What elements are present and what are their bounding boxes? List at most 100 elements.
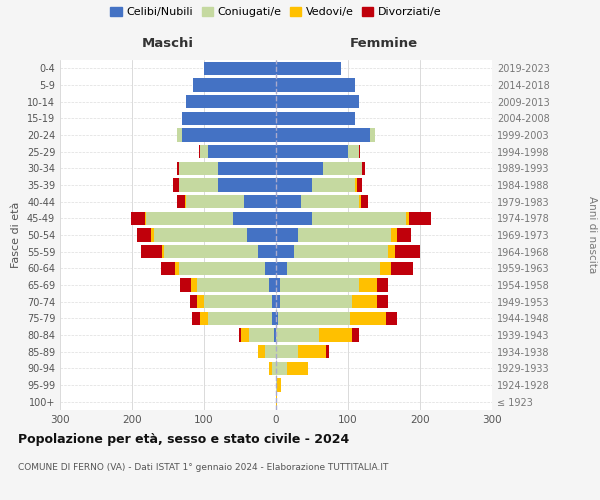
- Bar: [269, 278, 276, 291]
- Bar: [377, 278, 388, 291]
- Bar: [131, 212, 145, 225]
- Bar: [298, 228, 391, 241]
- Bar: [276, 212, 312, 225]
- Bar: [278, 312, 350, 325]
- Bar: [276, 378, 277, 392]
- Bar: [179, 262, 265, 275]
- Bar: [359, 195, 361, 208]
- Bar: [137, 228, 151, 241]
- Bar: [388, 245, 395, 258]
- Bar: [276, 295, 280, 308]
- Bar: [362, 162, 365, 175]
- Bar: [276, 395, 277, 408]
- Bar: [162, 245, 164, 258]
- Bar: [146, 212, 233, 225]
- Bar: [199, 145, 200, 158]
- Bar: [193, 78, 276, 92]
- Bar: [361, 195, 368, 208]
- Bar: [178, 195, 185, 208]
- Bar: [356, 178, 362, 192]
- Bar: [276, 78, 355, 92]
- Bar: [186, 195, 244, 208]
- Bar: [348, 145, 359, 158]
- Bar: [204, 62, 276, 75]
- Bar: [182, 128, 276, 141]
- Legend: Celibi/Nubili, Coniugati/e, Vedovi/e, Divorziati/e: Celibi/Nubili, Coniugati/e, Vedovi/e, Di…: [106, 2, 446, 22]
- Bar: [186, 95, 276, 108]
- Text: COMUNE DI FERNO (VA) - Dati ISTAT 1° gennaio 2024 - Elaborazione TUTTITALIA.IT: COMUNE DI FERNO (VA) - Dati ISTAT 1° gen…: [18, 462, 388, 471]
- Bar: [258, 345, 265, 358]
- Bar: [276, 145, 348, 158]
- Bar: [208, 145, 276, 158]
- Bar: [380, 262, 391, 275]
- Bar: [280, 278, 359, 291]
- Bar: [276, 328, 319, 342]
- Bar: [269, 362, 272, 375]
- Bar: [312, 178, 355, 192]
- Bar: [391, 228, 397, 241]
- Bar: [241, 328, 248, 342]
- Bar: [276, 345, 298, 358]
- Bar: [312, 212, 406, 225]
- Bar: [244, 195, 276, 208]
- Bar: [326, 345, 329, 358]
- Bar: [247, 228, 276, 241]
- Bar: [192, 312, 200, 325]
- Bar: [182, 112, 276, 125]
- Bar: [200, 312, 208, 325]
- Bar: [272, 295, 276, 308]
- Bar: [301, 195, 359, 208]
- Bar: [276, 278, 280, 291]
- Bar: [276, 62, 341, 75]
- Bar: [233, 212, 276, 225]
- Bar: [176, 128, 182, 141]
- Text: Maschi: Maschi: [142, 37, 194, 50]
- Bar: [395, 245, 420, 258]
- Bar: [377, 295, 388, 308]
- Bar: [274, 328, 276, 342]
- Bar: [179, 178, 218, 192]
- Text: Popolazione per età, sesso e stato civile - 2024: Popolazione per età, sesso e stato civil…: [18, 432, 349, 446]
- Bar: [352, 328, 359, 342]
- Bar: [276, 95, 359, 108]
- Bar: [294, 245, 388, 258]
- Bar: [179, 162, 218, 175]
- Bar: [204, 295, 272, 308]
- Bar: [391, 262, 413, 275]
- Bar: [276, 112, 355, 125]
- Bar: [154, 228, 247, 241]
- Bar: [145, 212, 146, 225]
- Bar: [176, 162, 179, 175]
- Bar: [140, 245, 162, 258]
- Bar: [359, 278, 377, 291]
- Bar: [208, 312, 272, 325]
- Bar: [265, 262, 276, 275]
- Bar: [197, 278, 269, 291]
- Bar: [276, 128, 370, 141]
- Bar: [180, 278, 191, 291]
- Bar: [164, 245, 258, 258]
- Bar: [287, 362, 308, 375]
- Bar: [248, 328, 274, 342]
- Bar: [218, 162, 276, 175]
- Bar: [276, 195, 301, 208]
- Bar: [355, 178, 356, 192]
- Bar: [173, 178, 179, 192]
- Bar: [190, 295, 197, 308]
- Bar: [197, 295, 204, 308]
- Bar: [185, 195, 186, 208]
- Bar: [406, 212, 409, 225]
- Bar: [350, 312, 386, 325]
- Bar: [319, 328, 352, 342]
- Bar: [272, 312, 276, 325]
- Y-axis label: Fasce di età: Fasce di età: [11, 202, 21, 268]
- Bar: [276, 362, 287, 375]
- Bar: [151, 228, 154, 241]
- Bar: [287, 262, 380, 275]
- Bar: [276, 178, 312, 192]
- Bar: [323, 162, 362, 175]
- Bar: [280, 295, 352, 308]
- Text: Anni di nascita: Anni di nascita: [587, 196, 597, 274]
- Bar: [191, 278, 197, 291]
- Bar: [258, 245, 276, 258]
